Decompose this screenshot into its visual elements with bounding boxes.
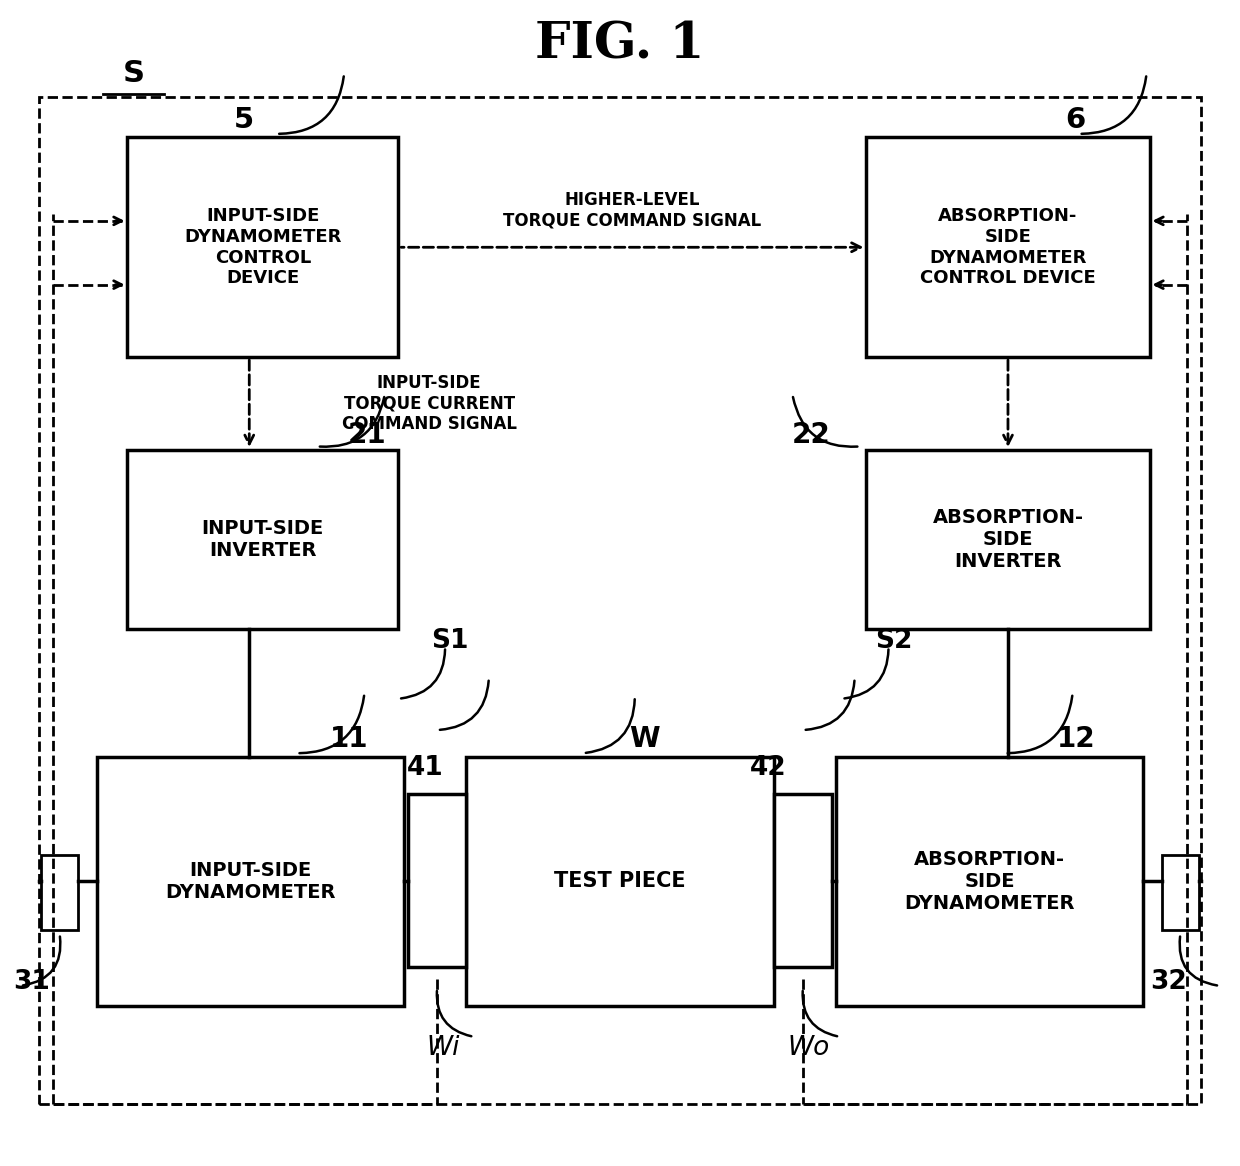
Text: 11: 11 bbox=[330, 725, 368, 753]
Text: 5: 5 bbox=[234, 106, 254, 134]
FancyBboxPatch shape bbox=[128, 138, 398, 357]
Text: ABSORPTION-
SIDE
DYNAMOMETER: ABSORPTION- SIDE DYNAMOMETER bbox=[904, 850, 1075, 913]
Text: FIG. 1: FIG. 1 bbox=[536, 20, 704, 69]
Text: INPUT-SIDE
DYNAMOMETER
CONTROL
DEVICE: INPUT-SIDE DYNAMOMETER CONTROL DEVICE bbox=[184, 208, 341, 288]
Text: Wo: Wo bbox=[787, 1035, 831, 1061]
FancyBboxPatch shape bbox=[867, 450, 1149, 630]
FancyBboxPatch shape bbox=[1162, 855, 1199, 930]
FancyBboxPatch shape bbox=[41, 855, 78, 930]
Text: INPUT-SIDE
INVERTER: INPUT-SIDE INVERTER bbox=[202, 519, 324, 560]
FancyBboxPatch shape bbox=[836, 757, 1143, 1005]
Text: 41: 41 bbox=[407, 756, 444, 781]
Text: W: W bbox=[630, 725, 660, 753]
Text: 21: 21 bbox=[348, 421, 387, 449]
Text: 32: 32 bbox=[1149, 969, 1187, 996]
Text: 42: 42 bbox=[749, 756, 786, 781]
FancyBboxPatch shape bbox=[97, 757, 404, 1005]
Text: TEST PIECE: TEST PIECE bbox=[554, 871, 686, 891]
FancyBboxPatch shape bbox=[867, 138, 1149, 357]
Text: 6: 6 bbox=[1065, 106, 1086, 134]
Text: S1: S1 bbox=[432, 627, 469, 654]
FancyBboxPatch shape bbox=[408, 794, 466, 968]
Text: 12: 12 bbox=[1056, 725, 1095, 753]
Text: INPUT-SIDE
DYNAMOMETER: INPUT-SIDE DYNAMOMETER bbox=[165, 861, 336, 901]
Text: ABSORPTION-
SIDE
DYNAMOMETER
CONTROL DEVICE: ABSORPTION- SIDE DYNAMOMETER CONTROL DEV… bbox=[920, 208, 1096, 288]
Text: INPUT-SIDE
TORQUE CURRENT
COMMAND SIGNAL: INPUT-SIDE TORQUE CURRENT COMMAND SIGNAL bbox=[342, 374, 517, 434]
Text: 22: 22 bbox=[791, 421, 831, 449]
FancyBboxPatch shape bbox=[466, 757, 774, 1005]
FancyBboxPatch shape bbox=[128, 450, 398, 630]
Text: Wi: Wi bbox=[427, 1035, 460, 1061]
Text: ABSORPTION-
SIDE
INVERTER: ABSORPTION- SIDE INVERTER bbox=[932, 508, 1084, 571]
Text: 31: 31 bbox=[12, 969, 50, 996]
Text: S2: S2 bbox=[874, 627, 913, 654]
FancyBboxPatch shape bbox=[774, 794, 832, 968]
Text: HIGHER-LEVEL
TORQUE COMMAND SIGNAL: HIGHER-LEVEL TORQUE COMMAND SIGNAL bbox=[503, 191, 761, 230]
Text: S: S bbox=[123, 59, 145, 89]
